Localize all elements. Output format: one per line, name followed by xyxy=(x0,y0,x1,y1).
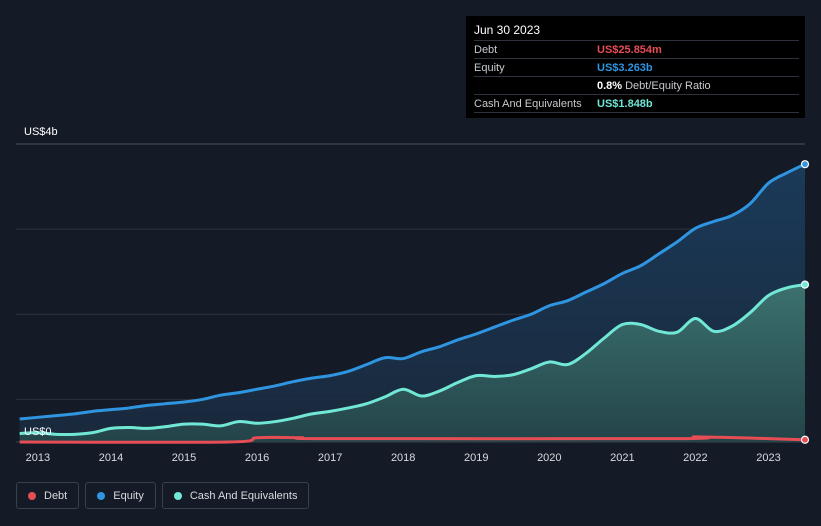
cash-and-equivalents-line xyxy=(19,283,806,437)
tooltip-cash-label: Cash And Equivalents xyxy=(474,97,582,110)
cash-dot-icon xyxy=(173,491,182,500)
x-tick-label: 2020 xyxy=(537,452,561,464)
tooltip-cash-value: US$1.848b xyxy=(597,97,653,110)
tooltip-panel: Jun 30 2023 Debt US$25.854m Equity US$3.… xyxy=(466,16,805,118)
y-label-bottom: US$0 xyxy=(24,426,52,438)
x-tick-label: 2013 xyxy=(26,452,50,464)
legend-item-debt[interactable]: Debt xyxy=(16,482,80,509)
y-label-top: US$4b xyxy=(24,126,58,138)
tooltip-ratio-value: 0.8% xyxy=(597,79,623,92)
legend-debt-label: Debt xyxy=(44,489,68,502)
tooltip-row-debt: Debt US$25.854m xyxy=(474,40,799,58)
tooltip-row-ratio: 0.8% Debt/Equity Ratio xyxy=(474,76,799,94)
debt-line xyxy=(19,435,806,444)
equity-line xyxy=(19,162,806,421)
equity-dot-icon xyxy=(97,491,106,500)
x-tick-label: 2016 xyxy=(245,452,269,464)
legend: Debt Equity Cash And Equivalents xyxy=(16,482,310,509)
tooltip-debt-value: US$25.854m xyxy=(597,43,662,56)
tooltip-row-cash: Cash And Equivalents US$1.848b xyxy=(474,94,799,113)
series-lines xyxy=(19,160,810,444)
cash-and-equivalents-end-marker[interactable] xyxy=(800,280,810,289)
series-areas xyxy=(19,164,806,442)
debt-end-marker[interactable] xyxy=(800,435,810,444)
legend-item-cash[interactable]: Cash And Equivalents xyxy=(161,482,310,509)
x-tick-label: 2021 xyxy=(610,452,634,464)
cash-and-equivalents-area xyxy=(19,284,806,442)
tooltip-ratio-text: Debt/Equity Ratio xyxy=(625,79,711,92)
x-tick-label: 2019 xyxy=(464,452,488,464)
tooltip-equity-value: US$3.263b xyxy=(597,61,653,74)
x-tick-label: 2015 xyxy=(172,452,196,464)
legend-cash-label: Cash And Equivalents xyxy=(189,489,298,502)
tooltip-row-equity: Equity US$3.263b xyxy=(474,58,799,76)
x-tick-label: 2014 xyxy=(99,452,123,464)
x-tick-label: 2023 xyxy=(756,452,780,464)
x-axis-ticks: 2013 2014 2015 2016 2017 2018 2019 2020 2021 2022… xyxy=(26,452,781,464)
tooltip-date: Jun 30 2023 xyxy=(474,23,541,37)
tooltip-debt-label: Debt xyxy=(474,43,498,56)
equity-end-marker[interactable] xyxy=(800,160,810,169)
x-tick-label: 2017 xyxy=(318,452,342,464)
legend-equity-label: Equity xyxy=(113,489,144,502)
tooltip-equity-label: Equity xyxy=(474,61,505,74)
x-tick-label: 2022 xyxy=(683,452,707,464)
legend-item-equity[interactable]: Equity xyxy=(85,482,156,509)
x-tick-label: 2018 xyxy=(391,452,415,464)
debt-dot-icon xyxy=(28,491,36,500)
